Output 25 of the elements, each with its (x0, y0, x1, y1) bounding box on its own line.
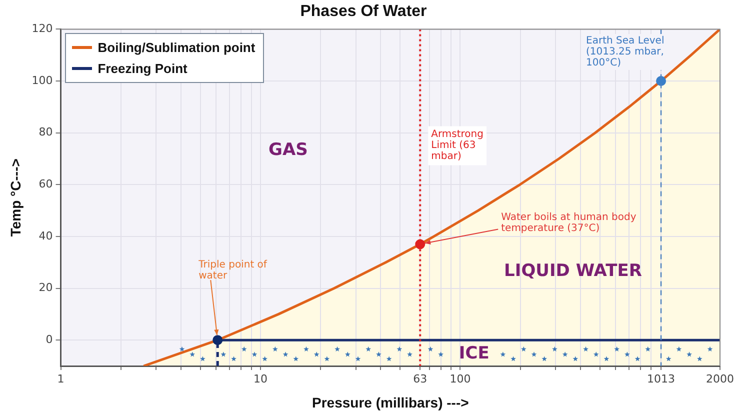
y-tick-label: 80 (38, 126, 53, 139)
annotation: ICE (458, 344, 490, 364)
y-tick-label: 0 (46, 332, 53, 346)
annotation: GAS (268, 140, 308, 160)
annotation: Earth Sea Level (1013.25 mbar, 100°C) (586, 36, 664, 69)
x-tick-label: 1013 (647, 372, 676, 386)
legend-label: Freezing Point (98, 61, 188, 76)
x-tick-label: 10 (253, 372, 268, 386)
y-tick-label: 40 (38, 229, 53, 242)
x-tick-label: 2000 (706, 372, 734, 386)
annotation: LIQUID WATER (504, 261, 642, 282)
x-tick-label: 63 (413, 372, 428, 386)
x-axis-title: Pressure (millibars) ---> (312, 394, 469, 410)
x-tick-label: 100 (450, 372, 471, 386)
annotation: Triple point of water (198, 260, 268, 282)
y-tick-label: 20 (38, 281, 53, 294)
x-tick-label: 1 (57, 372, 64, 386)
y-tick-label: 60 (38, 178, 53, 191)
y-tick-label: 120 (32, 22, 53, 36)
legend-label: Boiling/Sublimation point (98, 40, 256, 56)
annotation: Water boils at human body temperature (37°C) (501, 212, 636, 234)
y-axis-title: Temp °C---> (7, 158, 24, 237)
y-tick-label: 100 (32, 74, 53, 87)
ref-line-label: Armstrong Limit (63 mbar) (431, 128, 484, 162)
chart-title: Phases Of Water (300, 3, 427, 20)
